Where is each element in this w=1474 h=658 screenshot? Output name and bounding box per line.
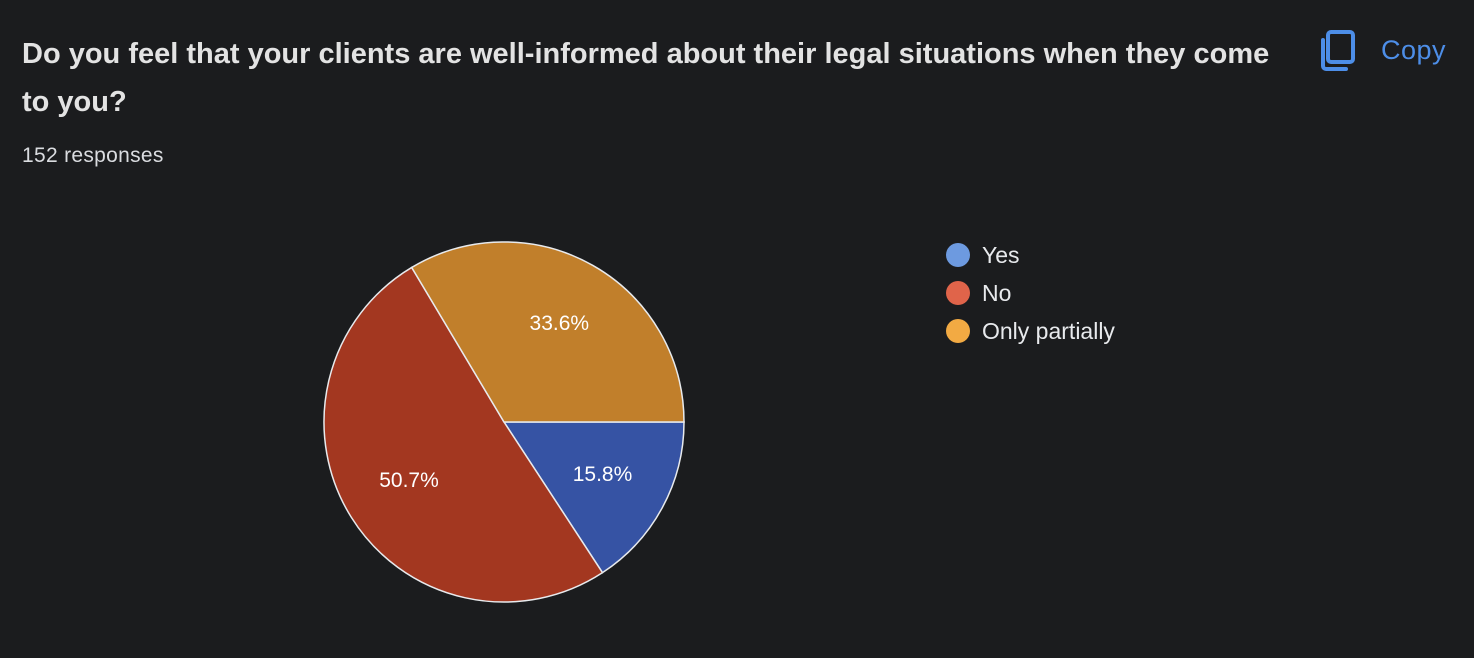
pie-slice-only-partially[interactable] [410, 241, 685, 423]
response-count: 152 responses [22, 144, 164, 167]
copy-button[interactable]: Copy [1318, 26, 1446, 74]
copy-label: Copy [1381, 34, 1447, 65]
legend-swatch-yes [946, 243, 970, 267]
legend-item-only-partially[interactable]: Only partially [946, 312, 1115, 350]
legend-label-yes: Yes [982, 241, 1020, 268]
legend-item-no[interactable]: No [946, 274, 1115, 312]
pie-slice-yes[interactable] [502, 421, 685, 574]
legend-label-only-partially: Only partially [982, 317, 1115, 344]
question-title: Do you feel that your clients are well-i… [22, 38, 1270, 118]
legend-swatch-no [946, 281, 970, 305]
chart-legend: Yes No Only partially [946, 236, 1115, 350]
pie-slice-no[interactable] [323, 266, 604, 603]
data-label-no: 50.7% [379, 469, 439, 492]
legend-label-no: No [982, 279, 1012, 306]
legend-swatch-only-partially [946, 319, 970, 343]
data-label-yes: 15.8% [573, 463, 633, 486]
data-label-only-partially: 33.6% [530, 312, 590, 335]
legend-item-yes[interactable]: Yes [946, 236, 1115, 274]
copy-icon [1318, 28, 1358, 72]
